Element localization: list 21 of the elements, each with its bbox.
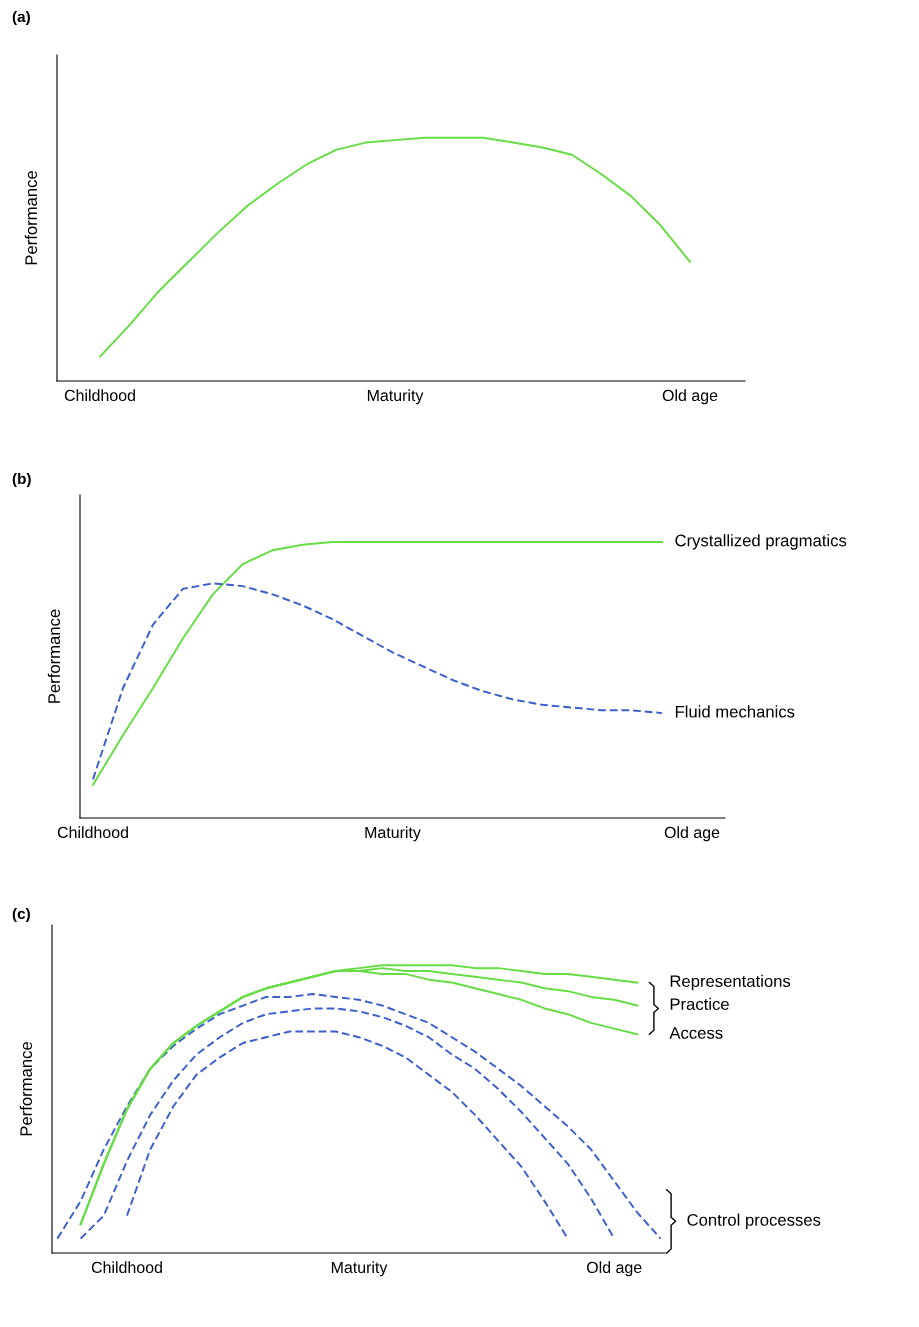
x-tick-label: Childhood (91, 1261, 162, 1274)
x-tick-label: Old age (586, 1261, 642, 1277)
chart-title: (a) (12, 10, 30, 26)
x-tick-label: Maturity (331, 1261, 388, 1277)
series-label: Fluid mechanics (675, 705, 795, 718)
y-axis-title: Performance (47, 609, 61, 703)
x-tick-label: Maturity (365, 826, 421, 842)
text: Practice (670, 997, 729, 1011)
series-label: Crystallized pragmatics (675, 534, 847, 550)
x-tick-label: Childhood (64, 389, 135, 402)
y-axis-title: Performance (24, 171, 38, 265)
chart-title: (c) (12, 907, 30, 923)
x-tick-label: Childhood (57, 826, 128, 839)
x-tick-label: Maturity (367, 389, 424, 405)
y-axis-title: Performance (19, 1042, 33, 1136)
x-tick-label: Old age (662, 389, 718, 405)
text: Control processes (687, 1213, 821, 1230)
chart-title: (b) (12, 472, 31, 488)
x-tick-label: Old age (664, 826, 720, 842)
text: Representations (670, 974, 791, 991)
series-label: Access (669, 1027, 723, 1039)
